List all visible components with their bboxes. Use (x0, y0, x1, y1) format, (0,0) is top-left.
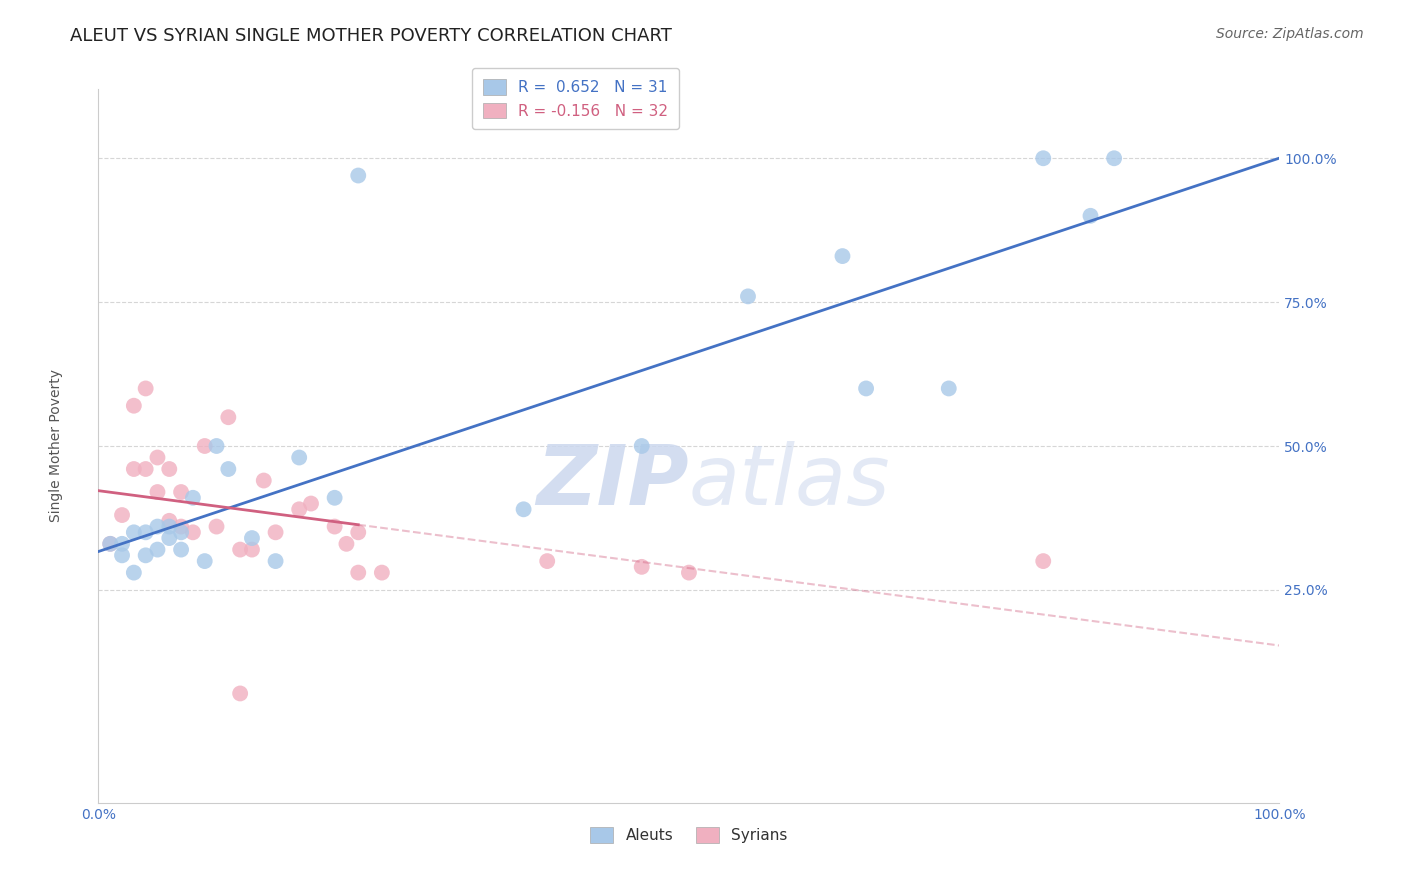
Point (831, 249, 853, 263)
Point (98, 537, 121, 551)
Point (1032, 151, 1054, 165)
Point (938, 381, 960, 395)
Point (855, 381, 877, 395)
Text: Single Mother Poverty: Single Mother Poverty (49, 369, 63, 523)
Point (111, 549, 134, 563)
Point (194, 554, 217, 568)
Point (157, 514, 180, 528)
Point (98, 537, 121, 551)
Point (630, 439, 652, 453)
Point (146, 542, 169, 557)
Point (229, 686, 252, 700)
Point (122, 399, 145, 413)
Point (146, 485, 169, 500)
Point (1032, 554, 1054, 568)
Point (630, 559, 652, 574)
Text: atlas: atlas (689, 442, 890, 522)
Point (181, 491, 204, 505)
Point (111, 508, 134, 522)
Point (240, 531, 263, 545)
Point (240, 542, 263, 557)
Point (1102, 151, 1125, 165)
Point (536, 554, 558, 568)
Point (170, 485, 193, 500)
Point (205, 519, 228, 533)
Point (170, 525, 193, 540)
Point (217, 462, 239, 476)
Point (181, 525, 204, 540)
Point (335, 537, 357, 551)
Point (170, 542, 193, 557)
Point (253, 474, 276, 488)
Point (288, 502, 311, 516)
Point (122, 525, 145, 540)
Point (157, 531, 180, 545)
Point (323, 519, 346, 533)
Point (347, 169, 370, 183)
Text: ZIP: ZIP (536, 442, 689, 522)
Point (146, 450, 169, 465)
Point (135, 381, 157, 395)
Point (157, 462, 180, 476)
Point (347, 566, 370, 580)
Point (323, 491, 346, 505)
Point (122, 566, 145, 580)
Point (194, 439, 217, 453)
Point (737, 289, 759, 303)
Point (347, 525, 370, 540)
Legend: Aleuts, Syrians: Aleuts, Syrians (581, 818, 797, 852)
Point (122, 462, 145, 476)
Point (512, 502, 534, 516)
Point (264, 525, 287, 540)
Point (288, 450, 311, 465)
Point (299, 497, 322, 511)
Point (217, 410, 239, 425)
Point (157, 519, 180, 533)
Point (1080, 209, 1102, 223)
Point (135, 525, 157, 540)
Text: ALEUT VS SYRIAN SINGLE MOTHER POVERTY CORRELATION CHART: ALEUT VS SYRIAN SINGLE MOTHER POVERTY CO… (70, 27, 672, 45)
Point (205, 439, 228, 453)
Point (678, 566, 700, 580)
Point (229, 542, 252, 557)
Point (135, 549, 157, 563)
Point (146, 519, 169, 533)
Point (264, 554, 287, 568)
Text: Source: ZipAtlas.com: Source: ZipAtlas.com (1216, 27, 1364, 41)
Point (170, 519, 193, 533)
Point (135, 462, 157, 476)
Point (371, 566, 394, 580)
Point (111, 537, 134, 551)
